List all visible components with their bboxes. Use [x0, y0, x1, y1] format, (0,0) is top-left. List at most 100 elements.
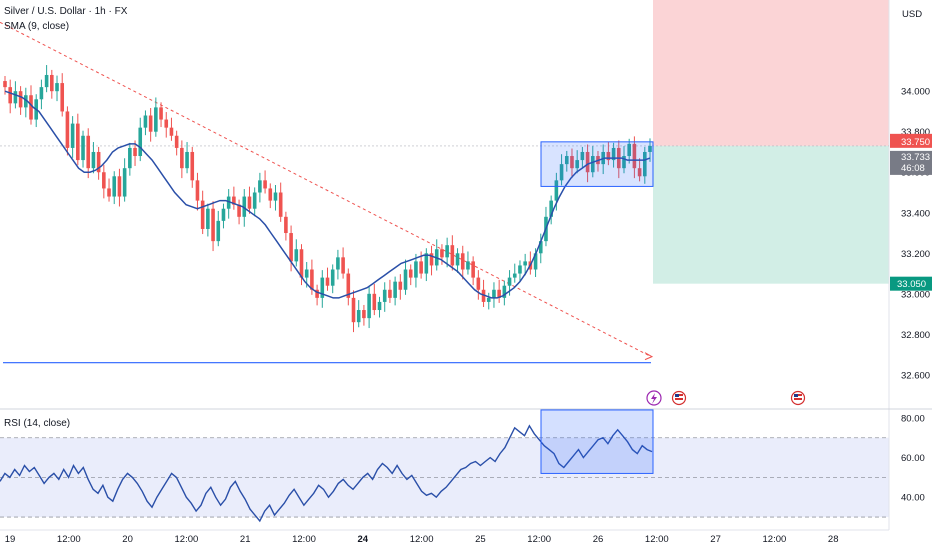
candle-body — [112, 176, 117, 197]
time-tick-label: 12:00 — [57, 534, 81, 545]
sma-line — [4, 90, 651, 299]
candle-body — [310, 269, 314, 290]
candle-body — [497, 289, 501, 298]
candle-body — [398, 281, 403, 290]
time-tick-label: 25 — [475, 534, 486, 545]
candle-body — [128, 147, 132, 169]
stop-loss-zone — [653, 0, 889, 146]
candle-body — [559, 164, 564, 181]
last-price-value: 33.733 — [901, 152, 930, 163]
candle-body — [523, 261, 527, 266]
candle-body — [315, 289, 319, 298]
candle-body — [351, 297, 356, 323]
candle-body — [570, 156, 574, 169]
candle-body — [445, 245, 449, 258]
downtrend-line — [0, 21, 652, 358]
candle-body — [632, 143, 637, 169]
candle-body — [377, 301, 382, 311]
candle-body — [408, 269, 413, 278]
candle-body — [252, 192, 257, 209]
rsi-tick-label: 60.00 — [901, 453, 925, 464]
candle-body — [195, 180, 200, 201]
candle-body — [278, 192, 283, 217]
candle-body — [190, 151, 195, 181]
candle-body — [590, 156, 595, 173]
candle-body — [549, 200, 553, 217]
candle-body — [585, 151, 590, 173]
candle-body — [564, 156, 569, 165]
price-tick-label: 33.000 — [901, 289, 930, 300]
candle-body — [138, 127, 143, 157]
us-flag-canton — [675, 394, 679, 397]
candle-body — [460, 253, 465, 270]
symbol-title[interactable]: Silver / U.S. Dollar · 1h · FX — [4, 6, 128, 17]
candle-body — [91, 151, 96, 169]
time-tick-label: 12:00 — [292, 534, 316, 545]
candle-body — [263, 180, 267, 189]
candle-body — [13, 91, 18, 104]
price-tick-label: 34.000 — [901, 87, 930, 98]
candle-body — [336, 257, 340, 270]
time-tick-label: 27 — [710, 534, 721, 545]
candle-body — [86, 135, 91, 169]
candle-body — [102, 172, 106, 189]
candle-body — [414, 261, 418, 278]
candle-body — [481, 289, 486, 302]
candle-body — [8, 87, 13, 104]
rsi-tick-label: 80.00 — [901, 413, 925, 424]
trendline-arrowhead — [644, 352, 654, 361]
candle-body — [294, 249, 299, 262]
candle-body — [226, 196, 231, 209]
candle-body — [206, 208, 210, 229]
candle-body — [70, 123, 75, 148]
rsi-highlight-box — [540, 409, 654, 474]
candle-body — [440, 249, 444, 258]
current-price-value: 33.750 — [901, 137, 930, 148]
candle-body — [325, 277, 330, 286]
candle-body — [533, 253, 538, 270]
candle-body — [606, 151, 611, 161]
rsi-tick-label: 40.00 — [901, 493, 925, 504]
candle-body — [393, 281, 397, 298]
us-flag-stripe — [794, 398, 802, 400]
candle-body — [304, 269, 309, 278]
time-tick-label: 20 — [122, 534, 133, 545]
current-price-tag — [890, 133, 932, 148]
candle-body — [424, 253, 429, 274]
candle-body — [346, 273, 351, 298]
candle-body — [518, 265, 522, 274]
candle-body — [330, 269, 335, 286]
bar-countdown: 46:08 — [901, 163, 925, 174]
candle-body — [538, 241, 543, 254]
candle-body — [258, 180, 262, 193]
candle-body — [507, 277, 512, 286]
rsi-legend[interactable]: RSI (14, close) — [4, 418, 71, 429]
currency-label[interactable]: USD — [902, 9, 923, 20]
candle-body — [247, 196, 252, 209]
price-tick-label: 33.200 — [901, 249, 930, 260]
candle-body — [362, 310, 366, 319]
candle-body — [466, 261, 470, 270]
candle-body — [575, 160, 579, 169]
candle-body — [268, 188, 273, 201]
candle-body — [637, 168, 642, 177]
time-tick-label: 24 — [358, 534, 369, 545]
time-tick-label: 19 — [5, 534, 16, 545]
candle-body — [289, 233, 293, 262]
sma-legend[interactable]: SMA (9, close) — [4, 21, 70, 32]
candle-body — [403, 269, 408, 290]
candle-body — [382, 289, 387, 302]
candle-body — [96, 151, 101, 173]
candle-body — [24, 95, 28, 108]
candle-body — [200, 200, 205, 229]
lightning-glyph — [651, 393, 657, 404]
candle-body — [18, 91, 23, 108]
candle-body — [29, 95, 33, 120]
time-tick-label: 12:00 — [175, 534, 199, 545]
candle-body — [55, 83, 59, 92]
candle-body — [299, 249, 304, 278]
take-profit-zone — [653, 145, 889, 284]
candle-body — [117, 176, 122, 197]
us-flag-stripe — [675, 398, 683, 400]
